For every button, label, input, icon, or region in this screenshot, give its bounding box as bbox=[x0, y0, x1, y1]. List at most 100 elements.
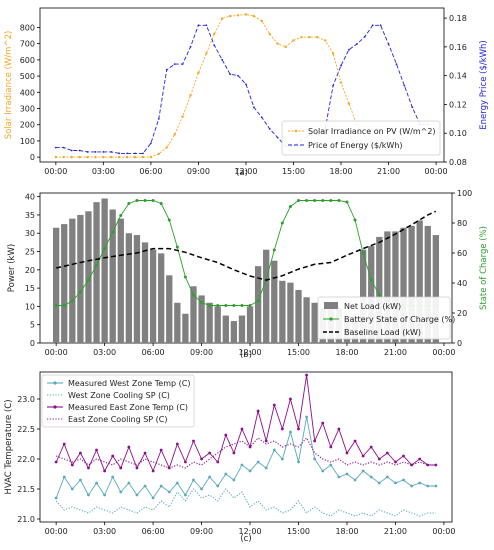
series-marker-soc bbox=[272, 248, 276, 252]
y-tick-label: 40 bbox=[25, 193, 35, 202]
series-marker-west-temp bbox=[329, 463, 333, 467]
series-marker-pv bbox=[94, 155, 97, 159]
series-marker-pv bbox=[236, 14, 240, 17]
bar-net-load bbox=[222, 315, 229, 343]
series-line-east-temp bbox=[55, 374, 436, 473]
series-marker-pv bbox=[165, 146, 168, 149]
series-marker-east-temp bbox=[289, 397, 292, 401]
series-marker-soc bbox=[369, 278, 373, 282]
bar-net-load bbox=[303, 297, 310, 343]
series-marker-pv bbox=[197, 71, 200, 75]
series-marker-soc bbox=[313, 199, 317, 202]
series-marker-pv bbox=[125, 155, 129, 159]
bar-net-load bbox=[400, 227, 407, 343]
series-marker-east-temp bbox=[418, 457, 422, 461]
y-tick-label: 100 bbox=[20, 137, 35, 146]
series-marker-price bbox=[252, 106, 255, 109]
series-marker-west-temp bbox=[111, 475, 115, 479]
y-tick-label: 500 bbox=[20, 72, 35, 81]
series-marker-west-temp bbox=[119, 490, 123, 494]
bar-net-load bbox=[61, 224, 68, 343]
series-marker-pv bbox=[110, 155, 113, 159]
series-marker-west-temp bbox=[289, 430, 292, 434]
series-marker-west-temp bbox=[313, 457, 317, 461]
bar-net-load bbox=[271, 260, 278, 343]
bar-net-load bbox=[158, 253, 165, 343]
bar-net-load bbox=[53, 227, 60, 343]
series-marker-west-temp bbox=[159, 484, 163, 488]
series-marker-soc bbox=[191, 293, 195, 297]
series-marker-east-temp bbox=[175, 442, 179, 446]
series-marker-price bbox=[102, 151, 105, 153]
series-marker-price bbox=[379, 24, 382, 27]
series-marker-pv bbox=[252, 14, 256, 18]
series-marker-east-temp bbox=[135, 466, 139, 470]
y-axis-label: HVAC Temperature (C) bbox=[4, 399, 14, 494]
series-marker-west-temp bbox=[305, 415, 308, 419]
y-tick-label: 200 bbox=[20, 121, 35, 130]
series-marker-price bbox=[62, 146, 65, 149]
series-marker-price bbox=[70, 149, 73, 152]
y-tick-label: 0 bbox=[30, 339, 35, 348]
series-line-price bbox=[55, 24, 429, 154]
series-marker-pv bbox=[78, 155, 81, 159]
plot-frame bbox=[39, 7, 445, 163]
series-marker-west-temp bbox=[361, 469, 365, 473]
series-marker-price bbox=[86, 151, 89, 153]
bar-net-load bbox=[125, 233, 133, 343]
x-tick-label: 03:00 bbox=[92, 167, 115, 176]
series-marker-west-temp bbox=[95, 481, 98, 485]
series-marker-price bbox=[221, 58, 224, 61]
series-marker-east-temp bbox=[297, 427, 300, 431]
series-marker-soc bbox=[337, 199, 341, 202]
series-marker-price bbox=[355, 43, 358, 45]
bar-net-load bbox=[109, 209, 116, 343]
series-marker-west-temp bbox=[103, 493, 107, 497]
series-marker-price bbox=[276, 136, 279, 139]
series-marker-east-temp bbox=[426, 463, 430, 467]
series-marker-east-temp bbox=[119, 466, 123, 470]
series-marker-west-temp bbox=[184, 493, 187, 497]
series-marker-soc bbox=[248, 304, 252, 307]
bar-net-load bbox=[85, 211, 92, 343]
series-marker-price bbox=[403, 84, 406, 87]
series-marker-west-temp bbox=[353, 478, 357, 482]
series-marker-west-temp bbox=[369, 475, 373, 479]
series-marker-soc bbox=[377, 293, 381, 297]
series-marker-east-temp bbox=[337, 427, 341, 431]
x-tick-label: 18:00 bbox=[335, 527, 358, 536]
series-marker-soc bbox=[151, 199, 155, 202]
series-marker-east-temp bbox=[361, 454, 365, 458]
series-marker-pv bbox=[133, 155, 137, 159]
series-marker-soc bbox=[240, 304, 244, 307]
series-marker-east-temp bbox=[192, 439, 195, 443]
series-marker-pv bbox=[173, 133, 176, 136]
series-marker-price bbox=[150, 142, 152, 145]
series-marker-soc bbox=[143, 199, 147, 202]
series-marker-pv bbox=[149, 155, 153, 159]
x-tick-label: 21:00 bbox=[377, 167, 400, 176]
series-marker-west-temp bbox=[385, 475, 389, 479]
series-marker-pv bbox=[86, 155, 89, 159]
y-tick-label: 25 bbox=[25, 248, 35, 257]
series-marker-east-temp bbox=[200, 457, 203, 461]
y2-tick-label: 0.08 bbox=[449, 158, 467, 167]
series-marker-price bbox=[371, 24, 374, 27]
series-marker-pv bbox=[260, 19, 264, 23]
series-line-baseline bbox=[56, 210, 437, 281]
series-marker-east-temp bbox=[62, 442, 66, 446]
bar-net-load bbox=[295, 289, 302, 343]
series-marker-pv bbox=[316, 35, 319, 39]
series-marker-soc bbox=[361, 251, 365, 255]
legend-label-pv: Solar Irradiance on PV (W/m^2) bbox=[308, 127, 436, 136]
series-marker-price bbox=[181, 63, 184, 66]
legend-label-3: East Zone Cooling SP (C) bbox=[68, 415, 168, 424]
series-marker-east-temp bbox=[224, 433, 228, 437]
y-tick-label: 400 bbox=[20, 88, 35, 97]
series-marker-west-temp bbox=[54, 496, 58, 500]
series-marker-pv bbox=[244, 13, 248, 16]
series-marker-soc bbox=[86, 278, 90, 282]
series-marker-east-temp bbox=[184, 460, 187, 464]
y-tick-label: 23.0 bbox=[17, 395, 35, 404]
series-marker-east-temp bbox=[345, 451, 349, 455]
